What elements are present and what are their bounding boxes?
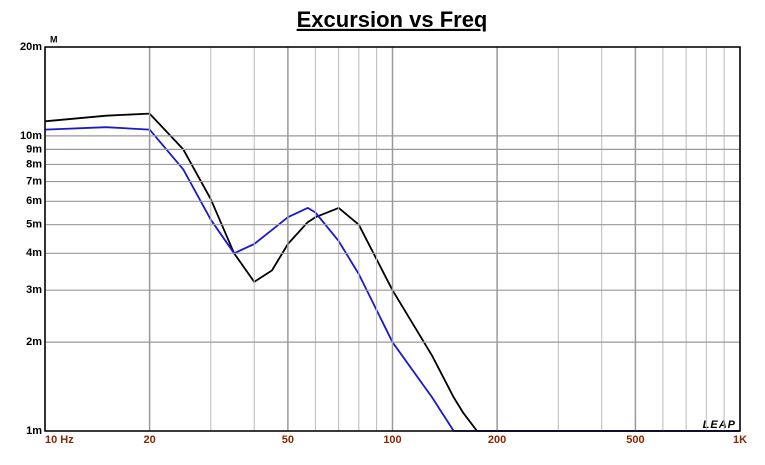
y-tick-label: 20m (20, 41, 42, 53)
y-tick-label: 3m (26, 284, 42, 296)
y-tick-label: 7m (26, 175, 42, 187)
x-tick-label: 500 (626, 434, 644, 446)
plot-frame (44, 46, 741, 432)
x-tick-label: 50 (282, 434, 294, 446)
y-tick-label: 10m (20, 130, 42, 142)
y-tick-label: 6m (26, 195, 42, 207)
x-tick-label: 10 Hz (45, 434, 74, 446)
y-tick-label: 5m (26, 219, 42, 231)
y-tick-label: 2m (26, 336, 42, 348)
y-tick-label: 1m (26, 425, 42, 437)
watermark: LEAP (703, 419, 736, 431)
y-axis-label: M (50, 34, 58, 44)
x-tick-label: 1K (733, 434, 747, 446)
y-tick-label: 4m (26, 247, 42, 259)
y-tick-label: 8m (26, 158, 42, 170)
y-tick-label: 9m (26, 143, 42, 155)
x-tick-label: 200 (488, 434, 506, 446)
x-tick-label: 20 (143, 434, 155, 446)
chart-title: Excursion vs Freq (297, 7, 488, 32)
x-tick-label: 100 (383, 434, 401, 446)
